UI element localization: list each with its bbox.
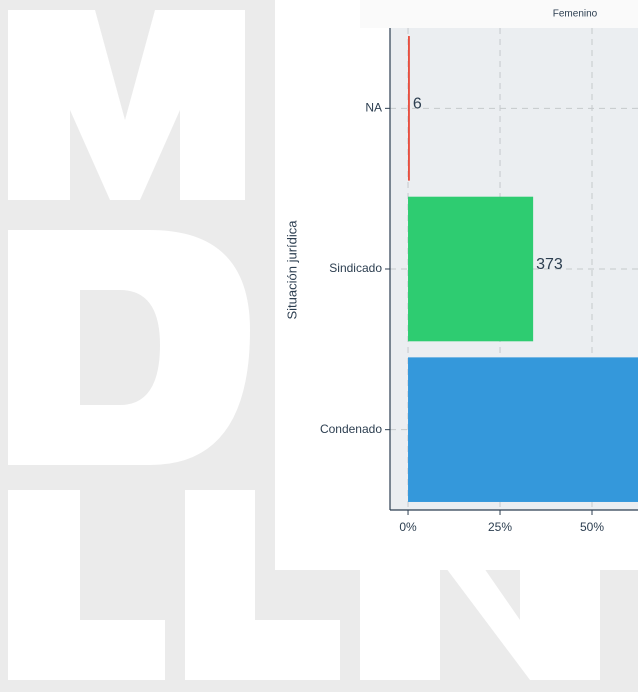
bar [408,357,638,502]
facet-strip [360,0,638,28]
x-tick-label: 0% [399,520,417,534]
y-tick-label: NA [365,101,382,115]
y-axis-label: Situación jurídica [284,220,299,320]
data-label: 6 [413,96,422,113]
bars: 6 373 [408,36,638,502]
data-label: 373 [536,256,563,273]
bar [408,196,534,342]
facet-title: Femenino [553,9,598,20]
x-tick-label: 25% [488,520,512,534]
y-tick-label: Sindicado [329,261,382,275]
y-tick-label: Condenado [320,422,382,436]
plot: 6 373 0% 25% 50% NA Sindicado Condenado [320,28,638,534]
bar [408,36,410,181]
x-tick-label: 50% [580,520,604,534]
